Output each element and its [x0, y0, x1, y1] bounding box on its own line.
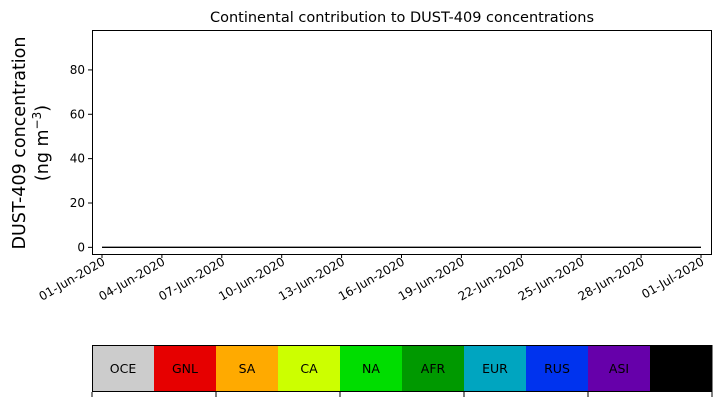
x-tick-label: 19-Jun-2020 — [396, 254, 467, 303]
colorbar-cell-oce — [92, 345, 155, 392]
y-tick-label: 60 — [70, 107, 85, 121]
y-tick-label: 20 — [70, 196, 85, 210]
x-tick-label: 28-Jun-2020 — [576, 254, 647, 303]
colorbar-label: GNL — [172, 361, 198, 376]
y-axis-label-line1: DUST-409 concentration — [10, 37, 30, 250]
colorbar-label: CA — [300, 361, 318, 376]
chart-title: Continental contribution to DUST-409 con… — [210, 10, 594, 26]
plot-frame — [92, 30, 712, 255]
x-tick-label: 01-Jun-2020 — [36, 254, 107, 303]
colorbar-cell-asi — [588, 345, 651, 392]
colorbar-cell-eur — [464, 345, 527, 392]
y-axis-label-unit: (ng m — [33, 129, 53, 181]
colorbar-label: NA — [362, 361, 380, 376]
colorbar: OCE GNL SA CA NA AFR EUR RUS ASI AUS — [91, 345, 713, 397]
x-tick-label: 07-Jun-2020 — [156, 254, 227, 303]
colorbar-label: ASI — [609, 361, 629, 376]
colorbar-cell-rus — [526, 345, 589, 392]
y-axis-label-close: ) — [33, 105, 53, 112]
x-tick-label: 16-Jun-2020 — [336, 254, 407, 303]
x-tick-label: 01-Jul-2020 — [639, 254, 706, 301]
y-tick-label: 40 — [70, 152, 85, 166]
y-axis-label-exponent: −3 — [30, 112, 44, 130]
y-tick-label: 80 — [70, 63, 85, 77]
x-tick-label: 04-Jun-2020 — [96, 254, 167, 303]
colorbar-cell-sa — [216, 345, 279, 392]
colorbar-label: SA — [239, 361, 256, 376]
colorbar-cell-aus — [650, 345, 713, 392]
colorbar-label: AFR — [421, 361, 446, 376]
x-tick-label: 10-Jun-2020 — [216, 254, 287, 303]
colorbar-label: RUS — [544, 361, 570, 376]
colorbar-label: AUS — [668, 361, 694, 376]
x-tick-label: 13-Jun-2020 — [276, 254, 347, 303]
x-tick-label: 22-Jun-2020 — [456, 254, 527, 303]
colorbar-label: OCE — [110, 361, 137, 376]
y-ticks: 0 20 40 60 80 — [70, 63, 92, 254]
colorbar-cell-ca — [278, 345, 341, 392]
colorbar-cell-na — [340, 345, 403, 392]
y-axis-label: DUST-409 concentration (ng m−3) — [10, 37, 53, 250]
y-axis-label-line2: (ng m−3) — [30, 105, 53, 181]
x-tick-label: 25-Jun-2020 — [516, 254, 587, 303]
colorbar-label: EUR — [482, 361, 508, 376]
colorbar-cell-afr — [402, 345, 465, 392]
colorbar-frame — [92, 345, 712, 392]
colorbar-cell-gnl — [154, 345, 217, 392]
y-tick-label: 0 — [77, 240, 85, 254]
x-ticks: 01-Jun-202004-Jun-202007-Jun-202010-Jun-… — [36, 254, 707, 304]
